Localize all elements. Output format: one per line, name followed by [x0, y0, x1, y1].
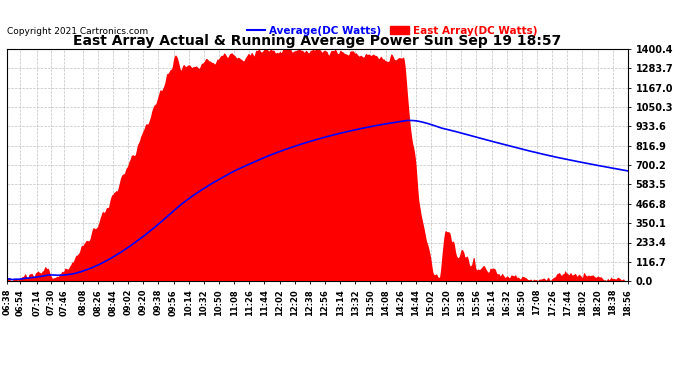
Legend: Average(DC Watts), East Array(DC Watts): Average(DC Watts), East Array(DC Watts) — [242, 21, 542, 40]
Title: East Array Actual & Running Average Power Sun Sep 19 18:57: East Array Actual & Running Average Powe… — [73, 34, 562, 48]
Text: Copyright 2021 Cartronics.com: Copyright 2021 Cartronics.com — [7, 27, 148, 36]
